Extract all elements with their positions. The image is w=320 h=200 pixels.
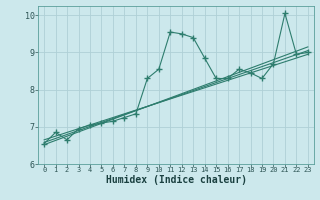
X-axis label: Humidex (Indice chaleur): Humidex (Indice chaleur) [106,175,246,185]
